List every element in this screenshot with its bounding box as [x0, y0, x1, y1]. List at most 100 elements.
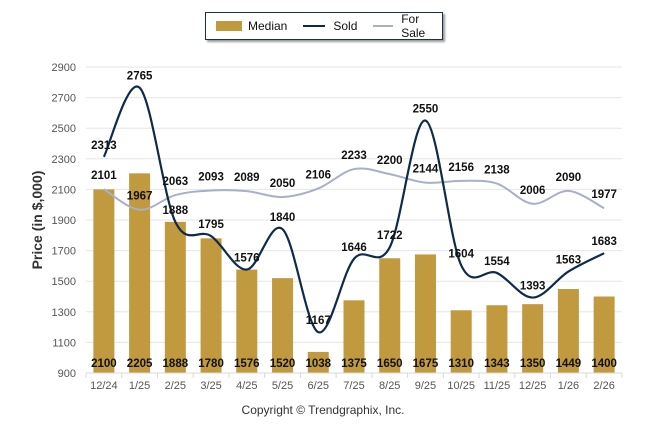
y-axis-ticks: 900 1100 1300 1500 1700 1900 2100 2300 2500 2700 2…	[52, 62, 76, 380]
median-bar	[236, 269, 258, 373]
median-bar	[307, 351, 329, 373]
legend-label-for-sale: For Sale	[401, 12, 426, 40]
legend-label-sold: Sold	[333, 19, 358, 33]
sold-data-label: 2550	[413, 104, 439, 116]
x-tick-label: 1/26	[558, 380, 579, 392]
sold-data-label: 1576	[234, 253, 260, 265]
for-sale-data-label: 1977	[591, 189, 617, 201]
legend-item-sold[interactable]: Sold	[303, 19, 357, 33]
for-sale-data-label: 2233	[341, 150, 367, 162]
y-axis-label: Price (in $,000)	[29, 171, 45, 270]
for-sale-data-label: 2090	[556, 172, 582, 184]
x-tick-label: 12/25	[519, 380, 547, 392]
x-tick-label: 6/25	[308, 380, 329, 392]
for-sale-data-label: 2144	[413, 164, 439, 176]
x-tick-label: 5/25	[272, 380, 293, 392]
median-bar	[522, 304, 544, 373]
for-sale-data-label: 1967	[127, 191, 153, 203]
for-sale-data-label: 2101	[91, 170, 117, 182]
sold-data-label: 1840	[270, 212, 296, 224]
median-swatch	[216, 21, 242, 31]
y-tick-label: 2700	[52, 93, 76, 105]
for-sale-data-label: 2006	[520, 185, 546, 197]
median-bar	[129, 173, 151, 373]
y-tick-label: 1700	[52, 246, 76, 258]
y-tick-label: 1100	[52, 337, 76, 349]
sold-data-label: 2765	[127, 71, 153, 83]
x-tick-label: 12/24	[90, 380, 118, 392]
median-bar	[343, 300, 365, 373]
for-sale-data-label: 2050	[270, 178, 296, 190]
median-data-label: 1375	[341, 358, 367, 370]
sold-path	[102, 85, 605, 334]
y-tick-label: 1500	[52, 276, 76, 288]
median-data-label: 1780	[198, 358, 224, 370]
median-data-label: 1400	[591, 358, 617, 370]
for-sale-data-label: 2200	[377, 155, 403, 167]
median-data-label: 1350	[520, 358, 546, 370]
sold-data-label: 1554	[484, 256, 510, 268]
median-data-label: 1520	[270, 358, 296, 370]
sold-data-label: 1795	[198, 219, 224, 231]
for-sale-swatch	[373, 25, 394, 27]
y-tick-label: 2900	[52, 62, 76, 74]
for-sale-data-label: 2093	[198, 171, 224, 183]
sold-data-label: 1888	[163, 205, 189, 217]
sold-data-label: 1646	[341, 242, 367, 254]
median-bar	[557, 289, 579, 373]
median-data-label: 1449	[556, 358, 582, 370]
for-sale-data-label: 2089	[234, 172, 260, 184]
y-tick-label: 2500	[52, 123, 76, 135]
median-bar	[200, 238, 222, 373]
median-data-label: 1343	[484, 358, 510, 370]
sold-data-label: 2313	[91, 140, 117, 152]
y-tick-label: 2300	[52, 154, 76, 166]
for-sale-data-label: 2063	[163, 176, 189, 188]
y-tick-label: 900	[58, 368, 76, 380]
for-sale-data-label: 2156	[448, 162, 474, 174]
median-bars	[93, 173, 615, 373]
sold-data-label: 1563	[556, 255, 582, 267]
x-axis: 12/24 1/25 2/25 3/25 4/25 5/25 6/25 7/25 8/25 9/2…	[85, 372, 623, 392]
legend-item-median[interactable]: Median	[216, 19, 287, 33]
median-data-label: 2100	[91, 358, 117, 370]
sold-data-label: 1683	[591, 236, 617, 248]
x-tick-label: 8/25	[379, 380, 400, 392]
sold-data-label: 1167	[306, 315, 331, 327]
x-tick-label: 2/25	[165, 380, 186, 392]
median-bar	[593, 296, 615, 373]
x-tick-label: 2/26	[593, 380, 614, 392]
median-bar	[272, 278, 294, 373]
median-bar	[414, 254, 436, 373]
median-bar	[93, 189, 115, 373]
x-tick-label: 7/25	[343, 380, 364, 392]
x-tick-label: 9/25	[415, 380, 436, 392]
for-sale-data-label: 2138	[484, 165, 510, 177]
x-tick-label: 1/25	[129, 380, 150, 392]
median-bar	[379, 258, 401, 373]
legend-item-for-sale[interactable]: For Sale	[373, 12, 442, 40]
for-sale-data-label: 2106	[305, 169, 331, 181]
median-data-label: 1310	[448, 358, 474, 370]
median-data-label: 1888	[163, 358, 189, 370]
sold-data-label: 1393	[520, 281, 546, 293]
sold-line	[102, 85, 605, 334]
median-data-label: 1576	[234, 358, 260, 370]
copyright: Copyright © Trendgraphix, Inc.	[241, 403, 405, 417]
median-data-label: 1650	[377, 358, 403, 370]
x-tick-label: 10/25	[447, 380, 475, 392]
median-data-label: 2205	[127, 358, 153, 370]
y-tick-label: 1900	[52, 215, 76, 227]
for-sale-line	[103, 167, 605, 211]
sold-data-label: 1722	[377, 230, 403, 242]
legend-label-median: Median	[248, 19, 288, 33]
x-tick-label: 4/25	[236, 380, 257, 392]
median-data-label: 1038	[305, 358, 331, 370]
median-bar	[486, 305, 508, 373]
sold-swatch	[303, 25, 326, 27]
sold-data-label: 1604	[448, 248, 474, 260]
median-data-label: 1675	[413, 358, 439, 370]
data-labels: 2100 2205 1888 1780 1576 1520 1038 1375 1650 1675…	[91, 71, 617, 370]
median-bar	[450, 310, 472, 373]
